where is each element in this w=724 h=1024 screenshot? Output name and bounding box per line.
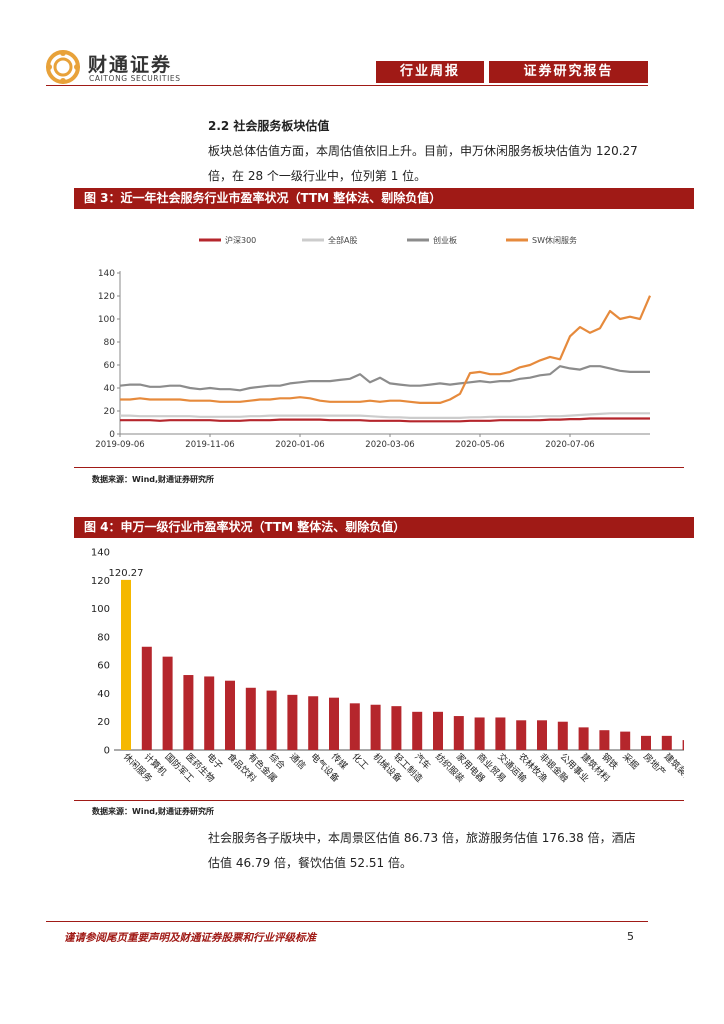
bar-食品饮料 [225,680,235,750]
paragraph-line: 倍，在 28 个一级行业中，位列第 1 位。 [208,169,427,183]
x-tick-label: 通信 [287,751,308,772]
pe-trend-line-chart: 沪深300 全部A股 创业板 SW休闲服务 0 20 40 60 80 100 120 140 2019… [95,235,652,450]
legend-label-2: 创业板 [433,235,457,245]
y-tick-label: 140 [98,269,115,279]
bar-家用电器 [453,716,464,750]
bar-建筑材料 [578,727,589,750]
section-title: 2.2 社会服务板块估值 [208,119,330,133]
footer-disclaimer: 谨请参阅尾页重要声明及财通证券股票和行业评级标准 [64,932,316,944]
bar-化工 [349,703,360,750]
bar-轻工制造 [391,706,402,750]
paragraph-line: 社会服务各子版块中，本周景区估值 86.73 倍，旅游服务估值 176.38 倍… [208,831,636,845]
y-tick-label: 120 [91,576,110,587]
series-line-3 [120,295,652,404]
legend-label-3: SW休闲服务 [532,235,577,245]
x-tick-label: 2020-07-06 [545,440,594,450]
y-tick-label: 40 [104,384,116,394]
bar-银行 [682,740,684,750]
x-tick-label: 2020-01-06 [275,440,324,450]
bar-汽车 [412,711,423,750]
paragraph-line: 估值 46.79 倍，餐饮估值 52.51 倍。 [208,856,412,870]
y-tick-label: 40 [97,689,110,700]
bar-商业贸易 [474,717,485,750]
logo-text-en: CAITONG SECURITIES [89,74,181,83]
bar-农林牧渔 [516,720,527,750]
bar-计算机 [141,646,152,750]
figure3-source: 数据来源：Wind,财通证券研究所 [92,475,215,484]
y-tick-label: 0 [109,430,115,440]
x-tick-label: 房地产 [641,751,669,779]
series-line-1 [120,412,650,419]
bar-电气设备 [308,696,319,750]
bar-采掘 [620,731,631,750]
bar-纺织服装 [433,711,443,750]
data-label: 120.27 [109,568,144,579]
y-tick-label: 60 [97,661,110,672]
x-tick-label: 化工 [350,751,371,772]
x-tick-label: 采掘 [620,751,641,772]
paragraph-line: 板块总体估值方面，本周估值依旧上升。目前，申万休闲服务板块估值为 120.27 [208,144,638,158]
x-tick-label: 2019-11-06 [185,440,234,450]
logo-text-cn: 财通证券 [88,54,173,76]
y-tick-label: 0 [104,746,110,757]
x-tick-label: 建筑装饰 [662,751,684,785]
y-tick-label: 80 [104,338,116,348]
bar-房地产 [641,735,651,750]
page-number: 5 [627,930,634,943]
y-tick-label: 20 [97,717,110,728]
legend-label-0: 沪深300 [225,235,256,245]
y-tick-label: 140 [91,548,110,559]
bar-国防军工 [162,656,173,750]
y-tick-label: 20 [104,407,116,417]
bar-钢铁 [599,730,610,750]
series-line-0 [120,417,650,423]
y-tick-label: 80 [97,632,110,643]
bar-有色金属 [245,687,256,750]
bar-交通运输 [495,717,506,750]
bar-医药生物 [183,675,194,750]
bar-传媒 [329,697,339,750]
header-tab-weekly: 行业周报 [376,61,484,83]
figure4-rule [74,800,684,801]
bar-休闲服务 [121,579,131,750]
figure3-title: 图 3：近一年社会服务行业市盈率状况（TTM 整体法、剔除负值） [74,188,694,209]
y-tick-label: 100 [91,604,110,615]
bar-公用事业 [557,721,568,750]
bar-机械设备 [370,704,381,750]
figure4-source: 数据来源：Wind,财通证券研究所 [92,807,215,816]
header-divider [46,85,648,86]
series-line-2 [119,365,650,392]
footer-divider [46,921,648,922]
figure4-title: 图 4：申万一级行业市盈率状况（TTM 整体法、剔除负值） [74,517,694,538]
y-tick-label: 100 [98,315,115,325]
x-tick-label: 2019-09-06 [95,440,144,450]
bar-通信 [287,694,298,750]
header-tab-research: 证券研究报告 [489,61,648,83]
x-tick-label: 2020-05-06 [455,440,504,450]
figure3-rule [74,467,684,468]
x-tick-label: 2020-03-06 [365,440,414,450]
bar-建筑装饰 [661,735,672,750]
legend-label-1: 全部A股 [328,235,357,245]
y-tick-label: 120 [98,292,115,302]
bar-非银金融 [537,720,547,750]
bar-综合 [266,690,277,750]
caitong-logo-icon [46,50,80,84]
y-tick-label: 60 [104,361,116,371]
bar-电子 [204,676,215,750]
